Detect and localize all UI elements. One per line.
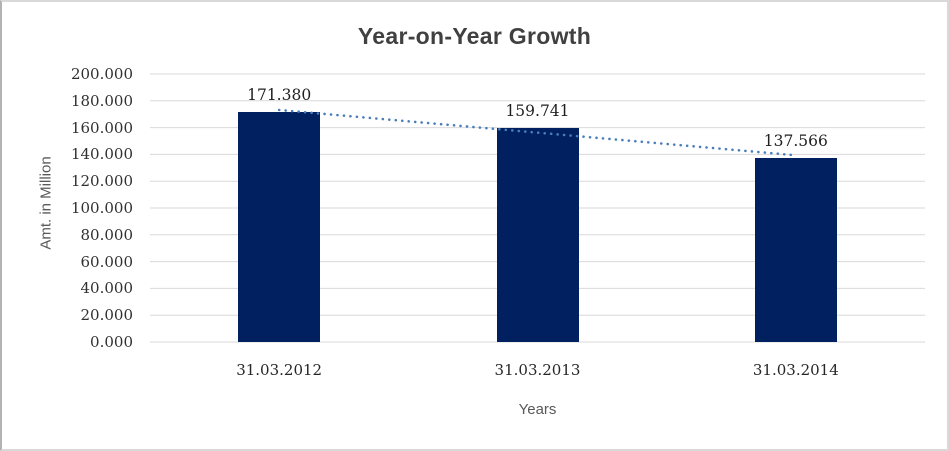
y-tick-label: 20.000 xyxy=(80,306,134,325)
y-tick-label: 180.000 xyxy=(70,91,133,110)
x-axis-title: Years xyxy=(518,401,557,418)
bar xyxy=(238,112,321,342)
bar xyxy=(754,157,837,342)
bar-data-label: 137.566 xyxy=(763,131,828,150)
bar-data-label: 171.380 xyxy=(247,86,312,105)
y-tick-label: 200.000 xyxy=(70,65,133,83)
y-tick-label: 160.000 xyxy=(70,118,133,137)
bar xyxy=(496,127,579,342)
y-tick-label: 60.000 xyxy=(80,252,134,271)
y-tick-label: 140.000 xyxy=(70,145,133,164)
category-label: 31.03.2012 xyxy=(236,361,323,379)
y-tick-label: 100.000 xyxy=(70,199,133,217)
y-tick-label: 80.000 xyxy=(80,225,134,244)
y-tick-label: 0.000 xyxy=(90,333,133,351)
category-label: 31.03.2014 xyxy=(752,361,839,379)
category-label: 31.03.2013 xyxy=(494,361,581,379)
y-tick-label: 40.000 xyxy=(80,279,134,298)
y-tick-label: 120.000 xyxy=(70,172,133,191)
chart-title: Year-on-Year Growth xyxy=(357,23,592,49)
bar-data-label: 159.741 xyxy=(505,101,570,120)
